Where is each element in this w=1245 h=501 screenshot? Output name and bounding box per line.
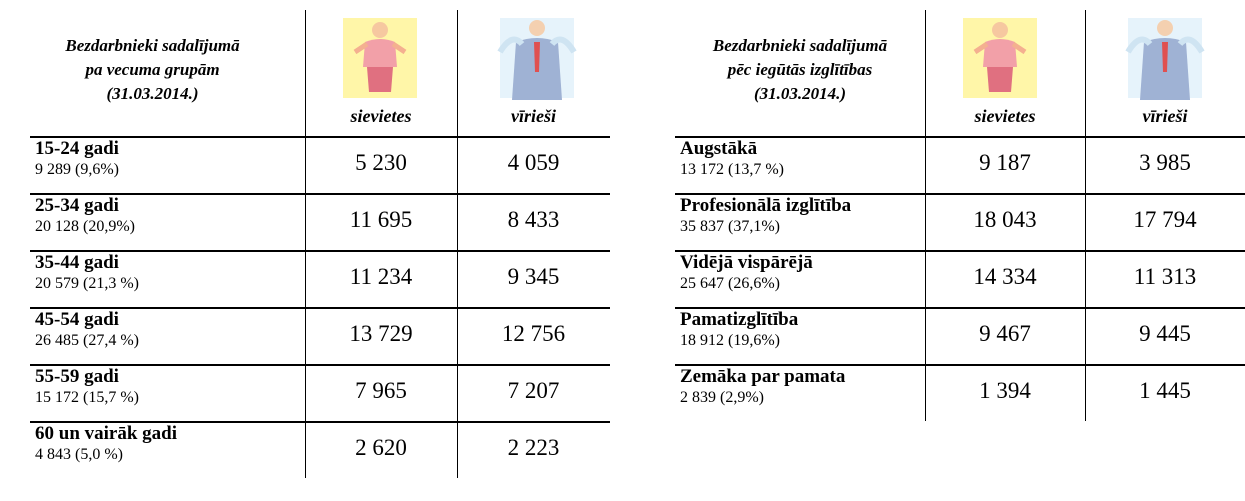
- cell-value: 1 394: [979, 378, 1031, 403]
- row-label: 35-44 gadi: [35, 252, 119, 273]
- column-divider: [1085, 10, 1086, 421]
- table-title: Bezdarbnieki sadalījumā: [65, 36, 240, 55]
- row-divider: [30, 421, 610, 423]
- row-divider: [30, 136, 610, 138]
- cell-value: 1 445: [1139, 378, 1191, 403]
- column-divider: [925, 10, 926, 421]
- column-header: sievietes: [974, 106, 1036, 126]
- row-divider: [675, 136, 1245, 138]
- table-title: pēc iegūtās izglītības: [727, 60, 873, 79]
- cell-value: 5 230: [355, 150, 407, 175]
- column-header: vīrieši: [511, 106, 556, 126]
- column-divider: [305, 10, 306, 478]
- row-subtotal: 20 128 (20,9%): [35, 218, 135, 235]
- table-title: (31.03.2014.): [106, 84, 199, 103]
- row-label: 55-59 gadi: [35, 366, 119, 387]
- woman-icon: [963, 18, 1037, 98]
- woman-icon: [343, 18, 417, 98]
- cell-value: 13 729: [349, 321, 413, 346]
- cell-value: 8 433: [507, 207, 560, 232]
- row-label: Augstākā: [680, 138, 758, 159]
- man-icon: [1125, 18, 1205, 100]
- row-subtotal: 18 912 (19,6%): [680, 332, 780, 349]
- man-icon: [497, 18, 577, 100]
- row-divider: [30, 307, 610, 309]
- row-label: Zemāka par pamata: [680, 366, 846, 387]
- row-divider: [675, 193, 1245, 195]
- cell-value: 7 207: [507, 378, 560, 403]
- cell-value: 9 445: [1139, 321, 1191, 346]
- cell-value: 18 043: [973, 207, 1037, 232]
- row-subtotal: 25 647 (26,6%): [680, 275, 780, 292]
- row-subtotal: 13 172 (13,7 %): [680, 161, 784, 178]
- cell-value: 11 313: [1133, 264, 1197, 289]
- row-label: 25-34 gadi: [35, 195, 119, 216]
- cell-value: 2 620: [355, 435, 407, 460]
- row-label: 45-54 gadi: [35, 309, 119, 330]
- column-divider: [457, 10, 458, 478]
- cell-value: 11 695: [349, 207, 413, 232]
- column-header: sievietes: [350, 106, 412, 126]
- row-label: Profesionālā izglītība: [680, 195, 852, 216]
- column-header: vīrieši: [1142, 106, 1188, 126]
- row-divider: [675, 364, 1245, 366]
- row-divider: [30, 193, 610, 195]
- row-subtotal: 9 289 (9,6%): [35, 161, 119, 178]
- row-subtotal: 26 485 (27,4 %): [35, 332, 139, 349]
- row-subtotal: 2 839 (2,9%): [680, 389, 764, 406]
- row-label: 60 un vairāk gadi: [35, 423, 178, 444]
- cell-value: 14 334: [973, 264, 1037, 289]
- row-subtotal: 15 172 (15,7 %): [35, 389, 139, 406]
- cell-value: 4 059: [507, 150, 560, 175]
- cell-value: 2 223: [507, 435, 560, 460]
- row-divider: [675, 250, 1245, 252]
- cell-value: 3 985: [1139, 150, 1191, 175]
- row-subtotal: 20 579 (21,3 %): [35, 275, 139, 292]
- table-title: pa vecuma grupām: [85, 60, 220, 79]
- row-divider: [30, 364, 610, 366]
- table-title: Bezdarbnieki sadalījumā: [712, 36, 888, 55]
- row-divider: [30, 250, 610, 252]
- cell-value: 9 345: [507, 264, 560, 289]
- row-subtotal: 4 843 (5,0 %): [35, 446, 123, 463]
- cell-value: 17 794: [1133, 207, 1197, 232]
- row-label: Pamatizglītība: [680, 309, 799, 330]
- row-subtotal: 35 837 (37,1%): [680, 218, 780, 235]
- cell-value: 9 467: [979, 321, 1031, 346]
- cell-value: 12 756: [501, 321, 566, 346]
- row-label: Vidējā vispārējā: [680, 252, 813, 273]
- cell-value: 7 965: [355, 378, 407, 403]
- row-divider: [675, 307, 1245, 309]
- table-title: (31.03.2014.): [753, 84, 847, 103]
- cell-value: 11 234: [349, 264, 413, 289]
- cell-value: 9 187: [979, 150, 1031, 175]
- row-label: 15-24 gadi: [35, 138, 119, 159]
